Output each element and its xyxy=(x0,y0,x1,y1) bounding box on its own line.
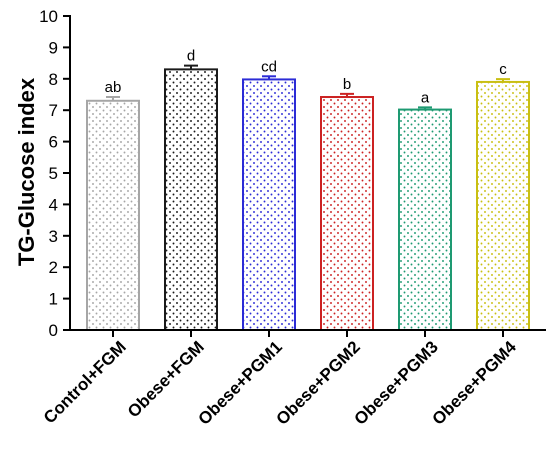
axes-layer xyxy=(63,15,546,337)
significance-label: b xyxy=(343,76,351,93)
bars-layer xyxy=(86,64,530,332)
y-tick-label: 2 xyxy=(49,258,58,277)
y-tick-label: 0 xyxy=(49,321,58,340)
x-category-label: Control+FGM xyxy=(40,337,130,427)
bar-Obese+PGM3 xyxy=(398,108,452,331)
significance-label: a xyxy=(421,89,430,106)
significance-label: c xyxy=(499,61,507,78)
significance-label: cd xyxy=(261,58,277,75)
y-tick-label: 1 xyxy=(49,290,58,309)
x-category-label: Obese+FGM xyxy=(124,337,208,421)
bar-Obese+PGM2 xyxy=(320,96,374,332)
y-tick-label: 3 xyxy=(49,227,58,246)
y-tick-label: 7 xyxy=(49,101,58,120)
bar-Obese+FGM xyxy=(164,68,218,331)
y-axis-title: TG-Glucose index xyxy=(14,77,39,266)
y-tick-label: 4 xyxy=(49,195,58,214)
bar-Control+FGM xyxy=(86,99,140,331)
y-tick-label: 5 xyxy=(49,164,58,183)
y-tick-label: 8 xyxy=(49,70,58,89)
y-tick-label: 9 xyxy=(49,38,58,57)
significance-label: ab xyxy=(105,79,122,96)
significance-label: d xyxy=(187,48,195,65)
bar-Obese+PGM1 xyxy=(242,78,296,332)
x-category-label: Obese+PGM4 xyxy=(429,337,521,429)
bar-Obese+PGM4 xyxy=(476,80,530,331)
y-tick-label: 6 xyxy=(49,133,58,152)
y-tick-label: 10 xyxy=(39,7,58,26)
